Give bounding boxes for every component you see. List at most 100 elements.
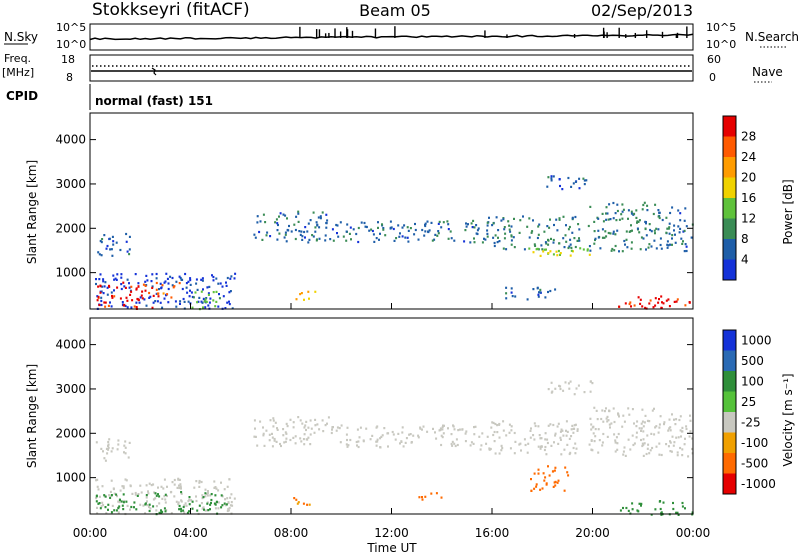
- heatmap-cell: [362, 439, 365, 442]
- heatmap-cell: [638, 427, 641, 430]
- heatmap-cell: [146, 500, 148, 503]
- heatmap-cell: [117, 511, 120, 514]
- heatmap-cell: [672, 507, 675, 511]
- heatmap-cell: [101, 485, 104, 488]
- colorbar-segment: [723, 330, 736, 351]
- heatmap-cell: [671, 435, 674, 438]
- heatmap-cell: [443, 424, 445, 427]
- heatmap-cell: [419, 426, 422, 429]
- heatmap-cell: [391, 430, 394, 434]
- heatmap-cell: [679, 219, 682, 222]
- power-heatmap: [95, 175, 694, 311]
- heatmap-cell: [510, 225, 513, 228]
- heatmap-cell: [565, 420, 568, 423]
- heatmap-cell: [570, 246, 573, 249]
- heatmap-cell: [375, 444, 378, 447]
- heatmap-cell: [492, 433, 495, 437]
- heatmap-cell: [641, 208, 644, 211]
- heatmap-cell: [98, 495, 101, 498]
- heatmap-cell: [535, 248, 538, 251]
- heatmap-cell: [137, 493, 140, 496]
- heatmap-cell: [627, 438, 630, 441]
- heatmap-cell: [295, 215, 298, 218]
- heatmap-cell: [206, 494, 209, 497]
- colorbar-tick-label: -100: [741, 436, 768, 450]
- heatmap-cell: [215, 277, 218, 280]
- heatmap-cell: [685, 245, 688, 248]
- heatmap-cell: [588, 253, 591, 256]
- heatmap-cell: [475, 224, 478, 227]
- heatmap-cell: [573, 427, 576, 430]
- heatmap-cell: [618, 218, 621, 221]
- heatmap-cell: [122, 487, 125, 490]
- heatmap-cell: [283, 236, 286, 239]
- heatmap-cell: [675, 300, 678, 303]
- heatmap-cell: [641, 420, 644, 423]
- heatmap-cell: [278, 215, 280, 218]
- heatmap-cell: [345, 239, 348, 242]
- heatmap-cell: [137, 285, 140, 288]
- heatmap-cell: [284, 231, 287, 234]
- heatmap-cell: [605, 235, 608, 238]
- heatmap-cell: [597, 451, 600, 454]
- nave-label: Nave: [752, 65, 783, 79]
- heatmap-cell: [220, 481, 222, 484]
- heatmap-cell: [164, 498, 167, 501]
- heatmap-cell: [101, 501, 104, 504]
- heatmap-cell: [103, 285, 106, 288]
- heatmap-cell: [299, 419, 302, 422]
- heatmap-cell: [624, 243, 626, 246]
- heatmap-cell: [262, 432, 265, 435]
- heatmap-cell: [106, 286, 109, 289]
- heatmap-cell: [530, 478, 532, 481]
- heatmap-cell: [303, 298, 305, 301]
- heatmap-cell: [295, 498, 298, 501]
- heatmap-cell: [560, 453, 563, 456]
- heatmap-cell: [95, 479, 98, 482]
- heatmap-cell: [146, 504, 149, 507]
- heatmap-cell: [496, 424, 499, 427]
- power-cbar-label: Power [dB]: [781, 179, 795, 244]
- heatmap-cell: [284, 214, 287, 217]
- heatmap-cell: [680, 430, 683, 433]
- heatmap-cell: [655, 227, 658, 230]
- heatmap-cell: [302, 502, 305, 505]
- heatmap-cell: [314, 418, 317, 421]
- heatmap-cell: [665, 299, 668, 302]
- heatmap-cell: [258, 230, 261, 234]
- heatmap-cell: [627, 209, 630, 212]
- heatmap-cell: [109, 248, 112, 251]
- heatmap-cell: [559, 438, 562, 441]
- heatmap-cell: [554, 466, 557, 469]
- heatmap-cell: [182, 505, 185, 509]
- heatmap-cell: [152, 294, 155, 297]
- heatmap-cell: [191, 295, 194, 299]
- freq-tick-high: 18: [61, 53, 75, 66]
- heatmap-cell: [658, 298, 660, 301]
- heatmap-cell: [586, 249, 589, 252]
- heatmap-cell: [163, 297, 166, 300]
- heatmap-cell: [164, 493, 167, 496]
- heatmap-cell: [513, 431, 516, 435]
- heatmap-cell: [112, 488, 115, 491]
- heatmap-cell: [148, 296, 151, 299]
- heatmap-cell: [613, 433, 616, 436]
- heatmap-cell: [614, 450, 617, 453]
- heatmap-cell: [204, 298, 207, 301]
- heatmap-cell: [185, 282, 188, 285]
- heatmap-cell: [654, 203, 657, 206]
- freq-glitch: [151, 67, 157, 76]
- heatmap-cell: [440, 434, 443, 437]
- heatmap-cell: [124, 440, 127, 443]
- heatmap-cell: [162, 487, 165, 490]
- heatmap-cell: [426, 430, 429, 433]
- heatmap-cell: [209, 494, 212, 497]
- heatmap-cell: [284, 440, 287, 443]
- heatmap-cell: [574, 215, 577, 219]
- heatmap-cell: [661, 301, 663, 304]
- heatmap-cell: [629, 448, 632, 451]
- heatmap-cell: [559, 430, 562, 433]
- heatmap-cell: [552, 253, 555, 256]
- heatmap-cell: [424, 230, 427, 233]
